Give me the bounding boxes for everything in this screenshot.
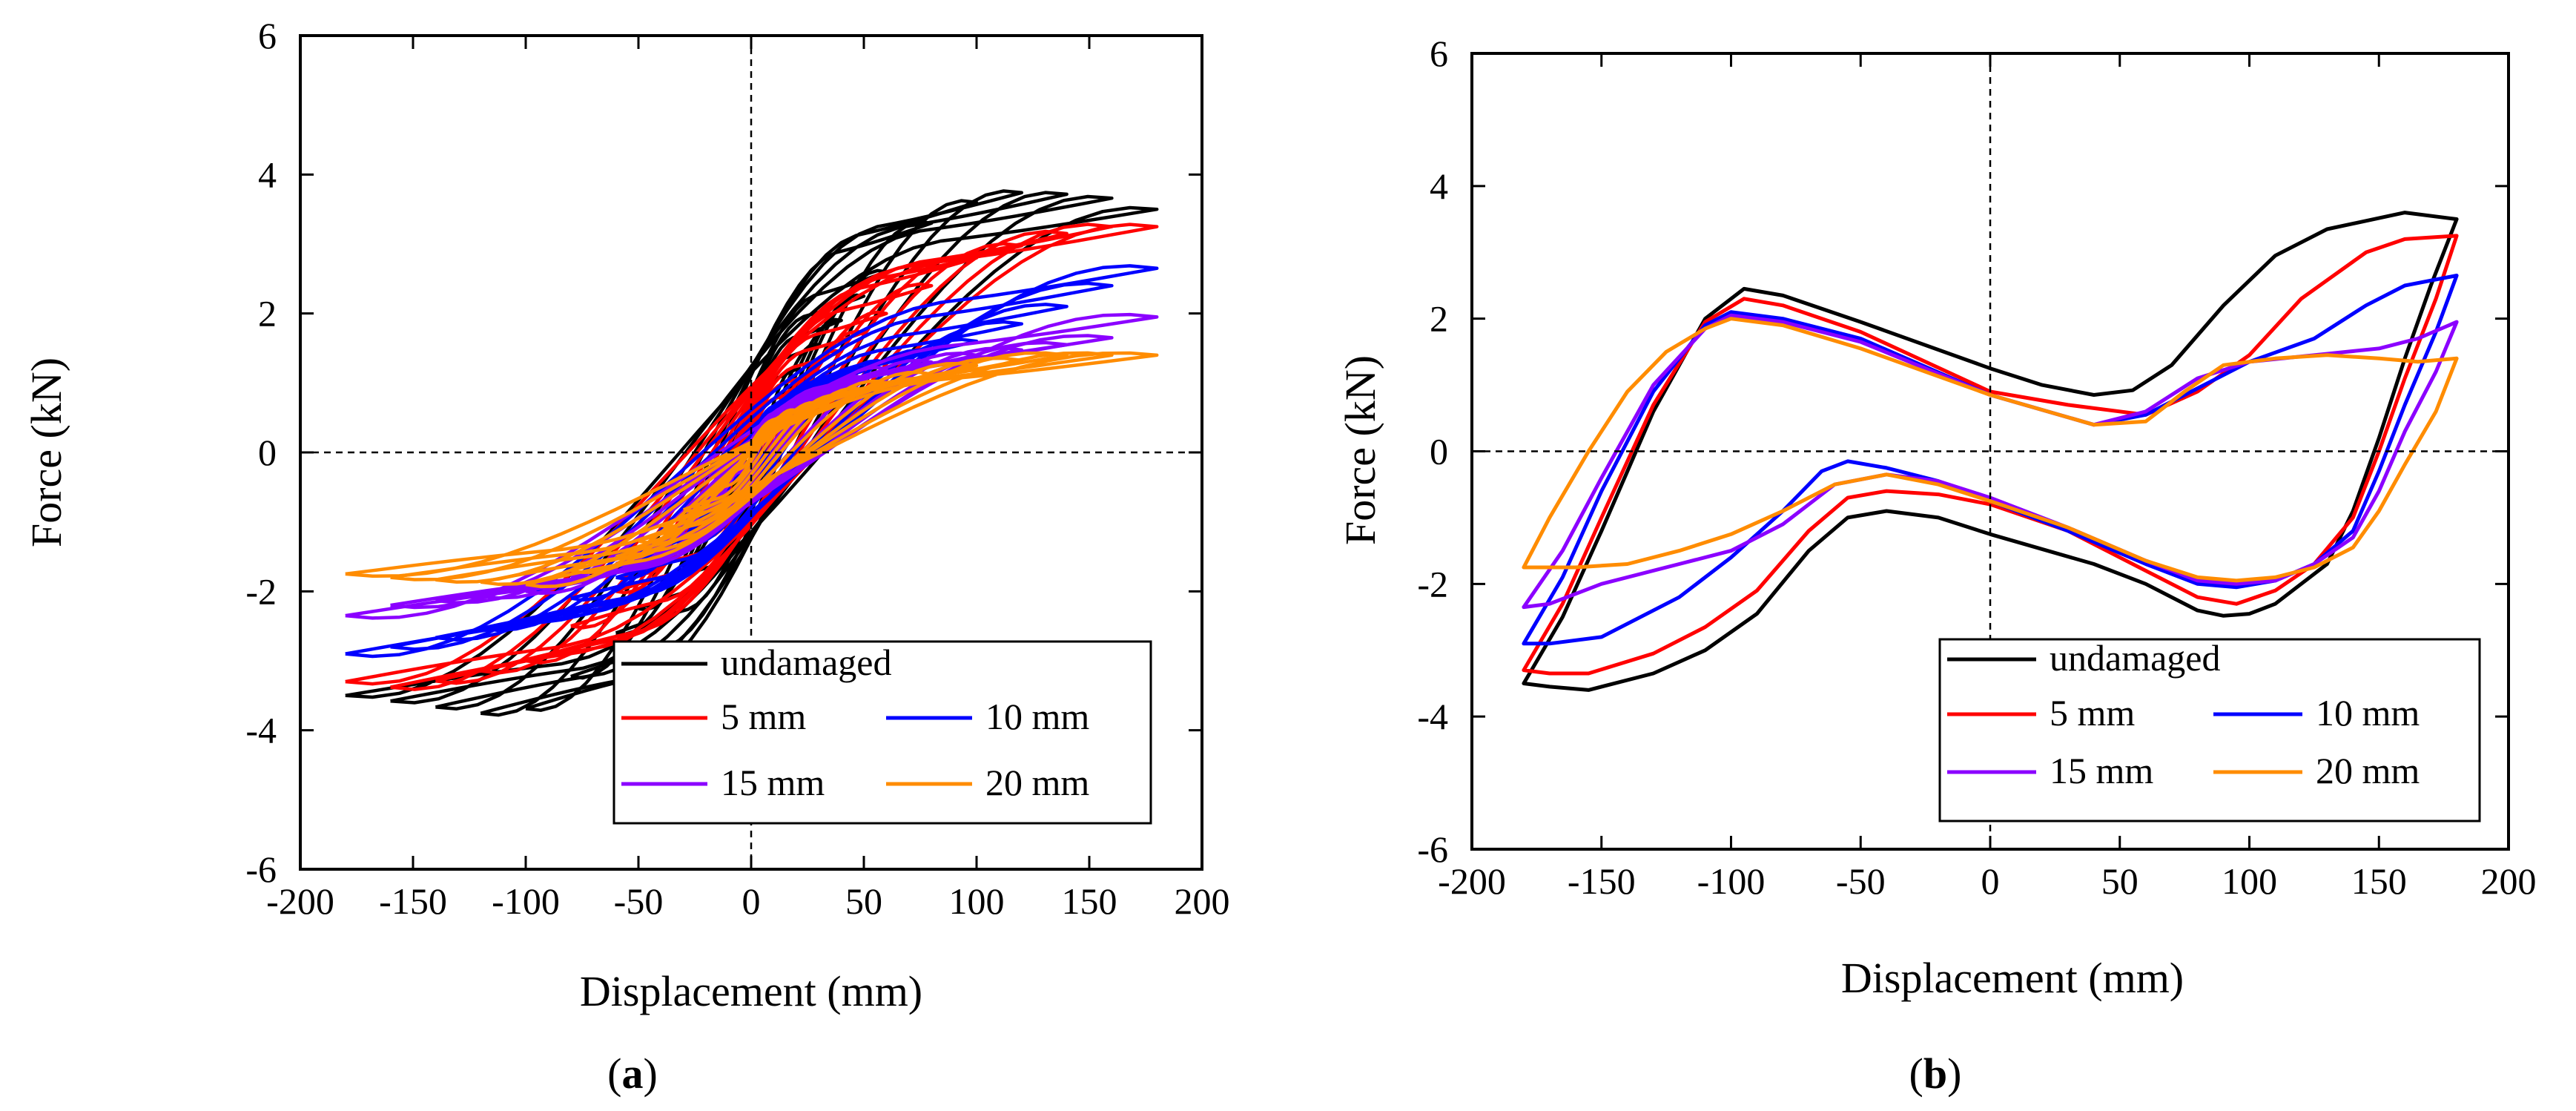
x-tick-label: 100 (2222, 860, 2277, 902)
x-tick-label: -50 (1836, 860, 1886, 902)
x-tick-label: 0 (1981, 860, 2000, 902)
curves-a (345, 189, 1159, 717)
x-tick-label: 200 (2481, 860, 2537, 902)
series-line-10mm (1522, 274, 2459, 646)
x-tick-label: -150 (379, 880, 447, 922)
y-tick-label: 0 (258, 432, 277, 473)
y-tick-label: 2 (258, 293, 277, 334)
legend-label: 15 mm (721, 762, 825, 803)
y-tick-label: 2 (1430, 298, 1448, 340)
x-tick-label: 50 (845, 880, 882, 922)
series-loop-20mm (390, 351, 1114, 581)
y-axis-title-a: Force (kN) (22, 357, 70, 547)
panel-label-a: (a) (607, 1049, 658, 1098)
y-tick-label: 6 (258, 15, 277, 56)
legend-a: undamaged 5 mm 10 mm 15 mm 20 mm (612, 640, 1152, 825)
legend-box-a (612, 640, 1152, 825)
x-tick-label: -150 (1568, 860, 1636, 902)
x-tick-label: -100 (1697, 860, 1766, 902)
series-loop-15mm (345, 312, 1159, 620)
zero-lines-b (1472, 53, 2509, 849)
legend-label: 5 mm (2050, 692, 2135, 733)
y-tick-label: -2 (245, 570, 277, 612)
axis-ticks-a: -200 -150 -100 -50 0 50 100 150 200 -6 -4 -2 0 2 4 6 (245, 15, 1229, 922)
panel-label-b: (b) (1909, 1049, 1962, 1098)
y-tick-label: -4 (1417, 696, 1448, 737)
x-tick-label: 0 (742, 880, 761, 922)
legend-label: 10 mm (2316, 692, 2420, 733)
x-tick-label: -200 (1438, 860, 1506, 902)
x-tick-label: -100 (492, 880, 560, 922)
legend-label: 20 mm (2316, 750, 2420, 791)
y-tick-label: -6 (245, 848, 277, 890)
legend-label: undamaged (721, 642, 891, 683)
legend-label: 10 mm (985, 696, 1089, 737)
legend-b: undamaged 5 mm 10 mm 15 mm 20 mm (1938, 637, 2481, 822)
x-tick-label: 200 (1175, 880, 1230, 922)
series-loop-20mm (435, 351, 1069, 584)
x-tick-label: 150 (2351, 860, 2407, 902)
x-tick-label: 100 (949, 880, 1005, 922)
chart-panel-a: -200 -150 -100 -50 0 50 100 150 200 -6 -4 -2 0 2 4 6 Di… (22, 15, 1230, 1098)
x-tick-label: -50 (614, 880, 664, 922)
y-tick-label: -6 (1417, 828, 1448, 870)
x-tick-label: 150 (1062, 880, 1117, 922)
series-line-20mm (1522, 317, 2459, 583)
y-tick-label: 0 (1430, 431, 1448, 472)
series-line-undamaged (1522, 211, 2459, 692)
y-tick-label: 6 (1430, 33, 1448, 74)
legend-box-b (1938, 638, 2481, 822)
x-axis-title-a: Displacement (mm) (580, 967, 922, 1015)
y-tick-label: -4 (245, 710, 277, 751)
y-axis-title-b: Force (kN) (1336, 355, 1384, 545)
y-tick-label: 4 (1430, 165, 1448, 207)
legend-label: 20 mm (985, 762, 1089, 803)
y-tick-label: 4 (258, 154, 277, 195)
series-line-5mm (1522, 234, 2459, 676)
chart-panel-b: -200 -150 -100 -50 0 50 100 150 200 -6 -4 -2 0 2 4 6 Di… (1336, 33, 2537, 1098)
series-loop-10mm (345, 264, 1159, 659)
legend-label: undamaged (2050, 637, 2220, 679)
x-tick-label: 50 (2101, 860, 2139, 902)
x-axis-title-b: Displacement (mm) (1841, 954, 2184, 1002)
legend-label: 5 mm (721, 696, 806, 737)
y-tick-label: -2 (1417, 563, 1448, 604)
x-tick-label: -200 (266, 880, 334, 922)
legend-label: 15 mm (2050, 750, 2153, 791)
series-loop-20mm (345, 351, 1159, 578)
curves-b (1522, 211, 2459, 692)
axis-ticks-b: -200 -150 -100 -50 0 50 100 150 200 -6 -4 -2 0 2 4 6 (1417, 33, 2536, 902)
